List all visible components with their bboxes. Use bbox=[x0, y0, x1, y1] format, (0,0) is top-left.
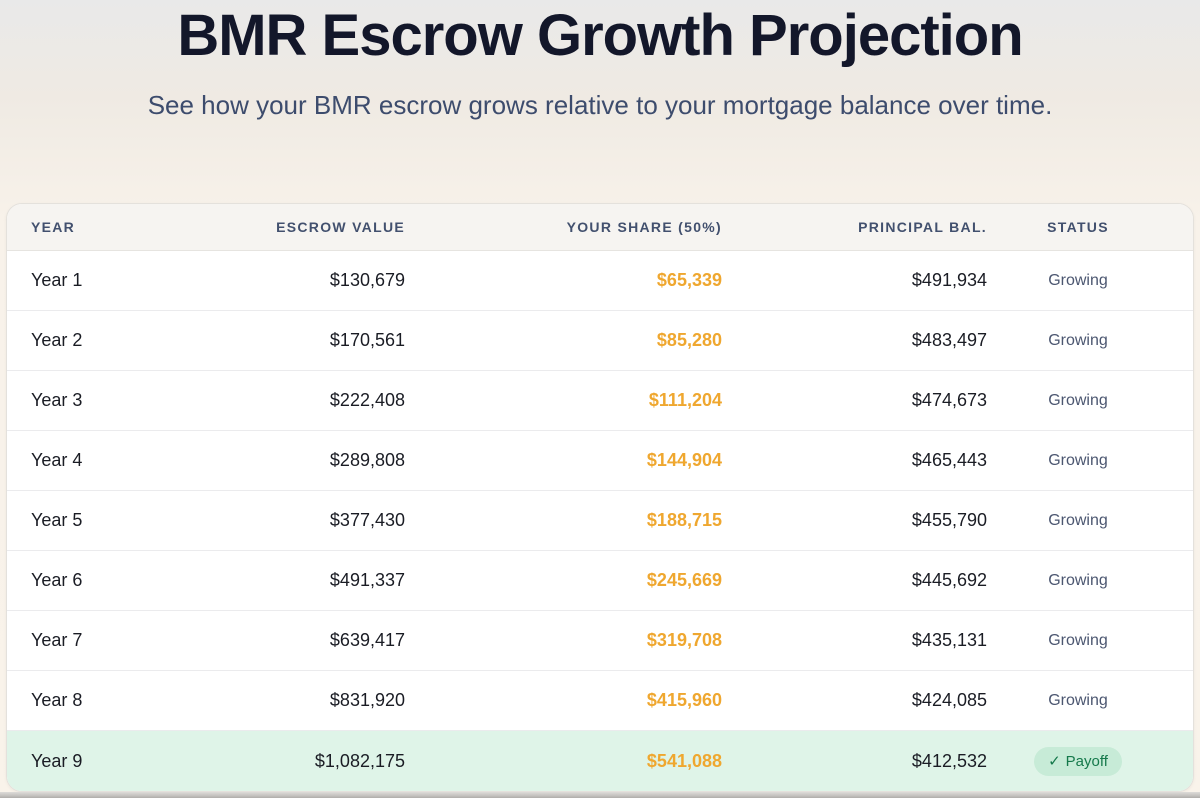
page-subtitle: See how your BMR escrow grows relative t… bbox=[147, 90, 1053, 120]
status-cell: Growing bbox=[987, 452, 1169, 470]
column-header-year: YEAR bbox=[31, 219, 76, 235]
escrow-value-cell: $377,430 bbox=[329, 510, 405, 530]
payoff-status-badge: ✓ Payoff bbox=[1034, 746, 1122, 776]
status-cell: ✓ Payoff bbox=[987, 746, 1169, 776]
year-cell: Year 3 bbox=[31, 390, 83, 410]
escrow-value-cell: $639,417 bbox=[329, 630, 405, 650]
your-share-cell: $319,708 bbox=[646, 630, 722, 650]
your-share-cell: $111,204 bbox=[648, 390, 722, 410]
year-cell: Year 2 bbox=[31, 330, 83, 350]
status-text: Growing bbox=[1048, 631, 1108, 649]
year-cell: Year 9 bbox=[31, 750, 83, 771]
your-share-cell: $85,280 bbox=[656, 330, 722, 350]
table-body: Year 1 $130,679 $65,339 $491,934 Growing Year… bbox=[7, 251, 1193, 791]
page-title: BMR Escrow Growth Projection bbox=[177, 3, 1023, 68]
table-row: Year 2 $170,561 $85,280 $483,497 Growing bbox=[7, 311, 1193, 371]
check-icon: ✓ bbox=[1048, 752, 1061, 770]
escrow-value-cell: $289,808 bbox=[329, 450, 405, 470]
status-cell: Growing bbox=[987, 632, 1169, 650]
status-text: Growing bbox=[1048, 691, 1108, 709]
status-cell: Growing bbox=[987, 692, 1169, 710]
table-row: Year 4 $289,808 $144,904 $465,443 Growing bbox=[7, 431, 1193, 491]
status-cell: Growing bbox=[987, 332, 1169, 350]
year-cell: Year 4 bbox=[31, 450, 83, 470]
principal-bal-cell: $412,532 bbox=[911, 750, 987, 771]
principal-bal-cell: $483,497 bbox=[911, 330, 987, 350]
your-share-cell: $144,904 bbox=[646, 450, 722, 470]
escrow-value-cell: $130,679 bbox=[329, 270, 405, 290]
table-row: Year 8 $831,920 $415,960 $424,085 Growing bbox=[7, 671, 1193, 731]
table-row: Year 6 $491,337 $245,669 $445,692 Growing bbox=[7, 551, 1193, 611]
column-header-principal-bal: PRINCIPAL BAL. bbox=[858, 219, 987, 235]
principal-bal-cell: $435,131 bbox=[911, 630, 987, 650]
table-row: Year 7 $639,417 $319,708 $435,131 Growing bbox=[7, 611, 1193, 671]
status-text: Growing bbox=[1048, 571, 1108, 589]
principal-bal-cell: $474,673 bbox=[911, 390, 987, 410]
principal-bal-cell: $491,934 bbox=[911, 270, 987, 290]
status-cell: Growing bbox=[987, 392, 1169, 410]
escrow-value-cell: $222,408 bbox=[329, 390, 405, 410]
your-share-cell: $415,960 bbox=[646, 690, 722, 710]
column-header-your-share: YOUR SHARE (50%) bbox=[566, 219, 722, 235]
escrow-value-cell: $1,082,175 bbox=[314, 750, 405, 771]
year-cell: Year 7 bbox=[31, 630, 83, 650]
year-cell: Year 5 bbox=[31, 510, 83, 530]
year-cell: Year 8 bbox=[31, 690, 83, 710]
status-cell: Growing bbox=[987, 572, 1169, 590]
status-badge-label: Payoff bbox=[1065, 752, 1108, 770]
bottom-edge-divider bbox=[0, 792, 1200, 798]
principal-bal-cell: $465,443 bbox=[911, 450, 987, 470]
table-row: Year 1 $130,679 $65,339 $491,934 Growing bbox=[7, 251, 1193, 311]
status-text: Growing bbox=[1048, 331, 1108, 349]
column-header-status: STATUS bbox=[1047, 219, 1109, 235]
status-cell: Growing bbox=[987, 272, 1169, 290]
status-text: Growing bbox=[1048, 271, 1108, 289]
table-header-row: YEAR ESCROW VALUE YOUR SHARE (50%) PRINC… bbox=[7, 204, 1193, 251]
your-share-cell: $541,088 bbox=[646, 750, 722, 771]
your-share-cell: $188,715 bbox=[646, 510, 722, 530]
table-row: Year 9 $1,082,175 $541,088 $412,532 ✓ Payoff bbox=[7, 731, 1193, 791]
your-share-cell: $245,669 bbox=[646, 570, 722, 590]
year-cell: Year 6 bbox=[31, 570, 83, 590]
table-row: Year 3 $222,408 $111,204 $474,673 Growing bbox=[7, 371, 1193, 431]
status-text: Growing bbox=[1048, 511, 1108, 529]
principal-bal-cell: $424,085 bbox=[911, 690, 987, 710]
table-row: Year 5 $377,430 $188,715 $455,790 Growing bbox=[7, 491, 1193, 551]
status-text: Growing bbox=[1048, 451, 1108, 469]
column-header-escrow-value: ESCROW VALUE bbox=[276, 219, 405, 235]
escrow-value-cell: $170,561 bbox=[329, 330, 405, 350]
status-cell: Growing bbox=[987, 512, 1169, 530]
escrow-value-cell: $831,920 bbox=[329, 690, 405, 710]
principal-bal-cell: $455,790 bbox=[911, 510, 987, 530]
status-text: Growing bbox=[1048, 391, 1108, 409]
projection-table: YEAR ESCROW VALUE YOUR SHARE (50%) PRINC… bbox=[6, 203, 1194, 792]
escrow-value-cell: $491,337 bbox=[329, 570, 405, 590]
your-share-cell: $65,339 bbox=[656, 270, 722, 290]
year-cell: Year 1 bbox=[31, 270, 83, 290]
principal-bal-cell: $445,692 bbox=[911, 570, 987, 590]
